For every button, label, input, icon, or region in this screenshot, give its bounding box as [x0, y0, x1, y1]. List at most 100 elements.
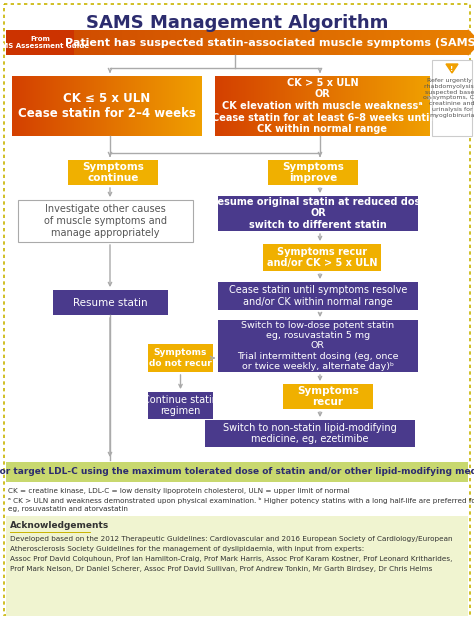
Bar	[232, 30, 233, 55]
Bar	[426, 76, 427, 136]
Bar	[90, 30, 91, 55]
Bar	[210, 30, 211, 55]
Bar	[456, 30, 457, 55]
Bar	[305, 76, 306, 136]
Bar	[23, 30, 24, 55]
Bar	[432, 30, 433, 55]
Bar	[91, 30, 92, 55]
Bar	[308, 30, 309, 55]
Bar	[358, 30, 359, 55]
Bar	[170, 76, 171, 136]
Bar	[365, 30, 366, 55]
Bar	[108, 30, 109, 55]
Bar	[281, 76, 282, 136]
Bar	[100, 76, 101, 136]
Bar	[295, 76, 296, 136]
Bar	[313, 30, 314, 55]
Bar	[388, 76, 389, 136]
Bar	[179, 30, 180, 55]
Bar	[385, 76, 386, 136]
Bar	[403, 76, 404, 136]
Bar	[203, 30, 204, 55]
Bar	[140, 76, 141, 136]
Bar	[54, 30, 55, 55]
Bar	[281, 30, 282, 55]
Bar	[446, 30, 447, 55]
Bar	[394, 30, 395, 55]
Bar	[422, 30, 423, 55]
Bar	[110, 76, 111, 136]
Bar	[18, 30, 19, 55]
Bar	[382, 76, 383, 136]
Bar	[319, 76, 320, 136]
Bar	[302, 30, 303, 55]
Bar	[335, 30, 336, 55]
Bar	[317, 76, 318, 136]
Bar	[343, 30, 344, 55]
Bar	[25, 76, 26, 136]
Bar	[307, 76, 308, 136]
Bar	[395, 76, 396, 136]
Bar	[374, 30, 375, 55]
Text: Switch to non-statin lipid-modifying
medicine, eg, ezetimibe: Switch to non-statin lipid-modifying med…	[223, 423, 397, 444]
Bar	[155, 76, 156, 136]
Bar	[124, 30, 125, 55]
Bar	[177, 30, 178, 55]
Bar	[42, 76, 43, 136]
Bar	[9, 30, 10, 55]
Bar	[316, 76, 317, 136]
Bar	[205, 420, 415, 447]
Bar	[148, 392, 213, 419]
Bar	[196, 76, 197, 136]
Bar	[303, 76, 304, 136]
Text: eg, rosuvastatin and atorvastatin: eg, rosuvastatin and atorvastatin	[8, 506, 128, 512]
Bar	[303, 30, 304, 55]
Bar	[289, 30, 290, 55]
Bar	[397, 30, 398, 55]
Bar	[106, 30, 107, 55]
Bar	[76, 76, 77, 136]
Bar	[78, 30, 79, 55]
Bar	[72, 76, 73, 136]
Bar	[150, 30, 151, 55]
Bar	[391, 30, 392, 55]
Bar	[343, 76, 344, 136]
Bar	[183, 76, 184, 136]
Bar	[191, 76, 192, 136]
Bar	[84, 30, 85, 55]
Bar	[79, 30, 80, 55]
Bar	[282, 30, 283, 55]
Bar	[104, 76, 105, 136]
Bar	[197, 30, 198, 55]
Bar	[86, 76, 87, 136]
Bar	[411, 30, 412, 55]
Bar	[371, 30, 372, 55]
Bar	[125, 30, 126, 55]
Bar	[87, 30, 88, 55]
Bar	[405, 30, 406, 55]
Bar	[103, 76, 104, 136]
Bar	[117, 76, 118, 136]
Bar	[134, 76, 135, 136]
Bar	[94, 76, 95, 136]
Bar	[327, 30, 328, 55]
Bar	[82, 76, 83, 136]
Bar	[148, 76, 149, 136]
Bar	[294, 76, 295, 136]
Bar	[178, 76, 179, 136]
Bar	[422, 76, 423, 136]
Bar	[325, 30, 326, 55]
Bar	[265, 76, 266, 136]
Text: SAMS Management Algorithm: SAMS Management Algorithm	[86, 14, 388, 32]
Bar	[298, 30, 299, 55]
Bar	[356, 76, 357, 136]
Bar	[133, 30, 134, 55]
Bar	[41, 30, 42, 55]
Bar	[268, 30, 269, 55]
Bar	[198, 30, 199, 55]
Bar	[169, 30, 170, 55]
Bar	[348, 30, 349, 55]
Bar	[19, 30, 20, 55]
Text: Symptoms
do not recur: Symptoms do not recur	[149, 348, 212, 368]
Bar	[18, 200, 193, 242]
